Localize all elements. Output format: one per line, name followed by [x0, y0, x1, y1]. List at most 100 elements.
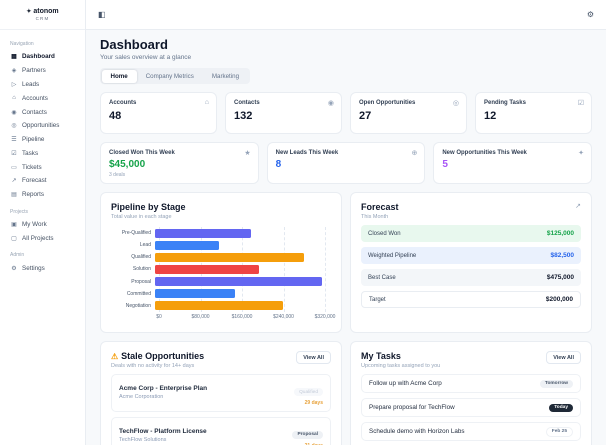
sidebar-item-label: Partners [22, 67, 46, 75]
sidebar-item[interactable]: ◈ Partners [8, 64, 77, 78]
forecast-row: Best Case $475,000 [361, 269, 581, 286]
chart-bar [155, 228, 251, 238]
chart-bar-row: Qualified [111, 252, 325, 263]
forecast-row-value: $475,000 [546, 274, 574, 281]
chart-x-tick-label: $160,000 [231, 314, 253, 320]
pipeline-subtitle: Total value in each stage [111, 214, 172, 220]
chart-bar-row: Proposal [111, 276, 325, 287]
sidebar-item-label: Pipeline [22, 136, 45, 144]
chart-bar-track [155, 240, 325, 250]
stale-title: Stale Opportunities [121, 351, 205, 361]
tab[interactable]: Marketing [211, 72, 240, 80]
sidebar-item-icon: ◎ [11, 123, 17, 130]
sidebar-item[interactable]: ▣ My Work [8, 218, 77, 232]
chart-bar [155, 240, 219, 250]
stage-badge: Qualified [294, 388, 323, 396]
due-badge: Feb 25 [545, 426, 573, 437]
task-list-item[interactable]: Follow up with Acme Corp Tomorrow [361, 374, 581, 393]
kpi-card: Open Opportunities 27 ◎ [350, 92, 467, 134]
kpi-card: Pending Tasks 12 ☑ [475, 92, 592, 134]
sidebar-item[interactable]: ▢ All Projects [8, 231, 77, 245]
sidebar-item-icon: ▢ [11, 235, 17, 242]
pipeline-panel: Pipeline by Stage Total value in each st… [100, 192, 342, 333]
chart-bar-row: Committed [111, 288, 325, 299]
task-list-item[interactable]: Prepare proposal for TechFlow Today [361, 398, 581, 417]
sidebar-item[interactable]: ↗ Forecast [8, 174, 77, 188]
chart-bar-track [155, 289, 325, 299]
task-list-item[interactable]: Schedule demo with Horizon Labs Feb 25 [361, 422, 581, 441]
tab[interactable]: Home [101, 69, 137, 83]
pipeline-title: Pipeline by Stage [111, 202, 186, 212]
my-tasks-panel: My Tasks Upcoming tasks assigned to you … [350, 341, 592, 445]
sidebar-item[interactable]: ☰ Pipeline [8, 133, 77, 147]
opportunity-list-item[interactable]: TechFlow - Platform License TechFlow Sol… [111, 416, 331, 445]
sidebar-section-admin: Admin [10, 252, 25, 259]
stale-list: Acme Corp - Enterprise Plan Acme Corpora… [111, 374, 331, 445]
stat-icon: ✦ [578, 150, 584, 157]
sidebar-item[interactable]: ▷ Leads [8, 78, 77, 92]
sidebar-item-icon: ▷ [11, 81, 17, 88]
warning-icon: ⚠ [111, 351, 119, 361]
kpi-value: 48 [109, 110, 122, 122]
chart-category-label: Solution [132, 266, 151, 273]
chart-bar-track [155, 301, 325, 311]
chart-category-label: Negotiation [125, 302, 151, 309]
chart-bars: Pre-Qualified Lead Qualified Solution Propos… [111, 227, 325, 312]
sidebar-item[interactable]: ▭ Tickets [8, 160, 77, 174]
kpi-card: Contacts 132 ◉ [225, 92, 342, 134]
page-title: Dashboard [100, 37, 168, 52]
due-badge: Tomorrow [539, 379, 573, 388]
kpi-row: Accounts 48 ⌂ Contacts 132 ◉ Open Opport… [100, 92, 592, 134]
stage-badge: Proposal [292, 430, 323, 439]
kpi-label: Pending Tasks [484, 100, 526, 106]
stale-view-all-button[interactable]: View All [296, 351, 331, 364]
sidebar-item-label: All Projects [22, 234, 54, 242]
sidebar-projects-list: ▣ My Work ▢ All Projects [8, 218, 77, 246]
sidebar-admin-list: ⚙ Settings [8, 261, 77, 275]
sidebar-section-projects: Projects [10, 208, 29, 215]
opportunity-list-item[interactable]: Acme Corp - Enterprise Plan Acme Corpora… [111, 374, 331, 412]
chart-x-tick-label: $0 [156, 314, 162, 320]
sidebar-item[interactable]: ⚙ Settings [8, 261, 77, 275]
chart-bar [155, 264, 259, 274]
kpi-icon: ⌂ [204, 99, 209, 106]
chart-category-label: Pre-Qualified [121, 230, 151, 237]
sidebar-item[interactable]: ▦ Dashboard [8, 50, 77, 64]
kpi-card: Accounts 48 ⌂ [100, 92, 217, 134]
sidebar-item[interactable]: ☑ Tasks [8, 146, 77, 160]
settings-icon[interactable]: ⚙ [586, 10, 594, 19]
tasks-view-all-button[interactable]: View All [546, 351, 581, 364]
forecast-row-value: $82,500 [550, 252, 575, 259]
chart-x-tick-label: $80,000 [191, 314, 210, 320]
chart-bar [155, 289, 235, 299]
sidebar-nav-list: ▦ Dashboard ◈ Partners ▷ Leads ⌂ Account… [8, 50, 77, 202]
opportunity-name: TechFlow - Platform License [119, 427, 207, 435]
forecast-row-label: Best Case [368, 274, 396, 281]
sidebar-item[interactable]: ⌂ Accounts [8, 91, 77, 105]
chart-category-label: Committed [126, 290, 151, 297]
sidebar-item-label: Accounts [22, 94, 48, 102]
chart-category-label: Lead [139, 242, 151, 249]
kpi-value: 27 [359, 110, 372, 122]
chart-bar-row: Negotiation [111, 300, 325, 311]
sidebar-item-label: Opportunities [22, 122, 60, 130]
days-stale: 21 days [292, 443, 323, 445]
opportunity-company: TechFlow Solutions [119, 436, 167, 443]
sidebar-item-label: Tickets [22, 163, 42, 171]
sidebar-item-label: Dashboard [22, 53, 55, 61]
sidebar-item-icon: ↗ [11, 178, 17, 185]
kpi-icon: ◎ [452, 100, 459, 107]
chart-bar-track [155, 228, 325, 238]
sidebar-item[interactable]: ◎ Opportunities [8, 119, 77, 133]
sidebar-toggle-icon[interactable]: ◧ [98, 10, 106, 19]
forecast-rows: Closed Won $125,000 Weighted Pipeline $8… [361, 225, 581, 308]
chart-bar-track [155, 277, 325, 287]
tab-bar: Home Company Metrics Marketing [100, 68, 250, 84]
sidebar-item[interactable]: ◉ Contacts [8, 105, 77, 119]
sidebar-item[interactable]: ▤ Reports [8, 188, 77, 202]
logo-subtitle: CRM [35, 16, 50, 21]
tab[interactable]: Company Metrics [145, 72, 194, 80]
stat-card: Closed Won This Week $45,000 3 deals ★ [100, 142, 259, 184]
sidebar-item-icon: ▣ [11, 221, 17, 228]
forecast-row-label: Target [369, 296, 386, 303]
